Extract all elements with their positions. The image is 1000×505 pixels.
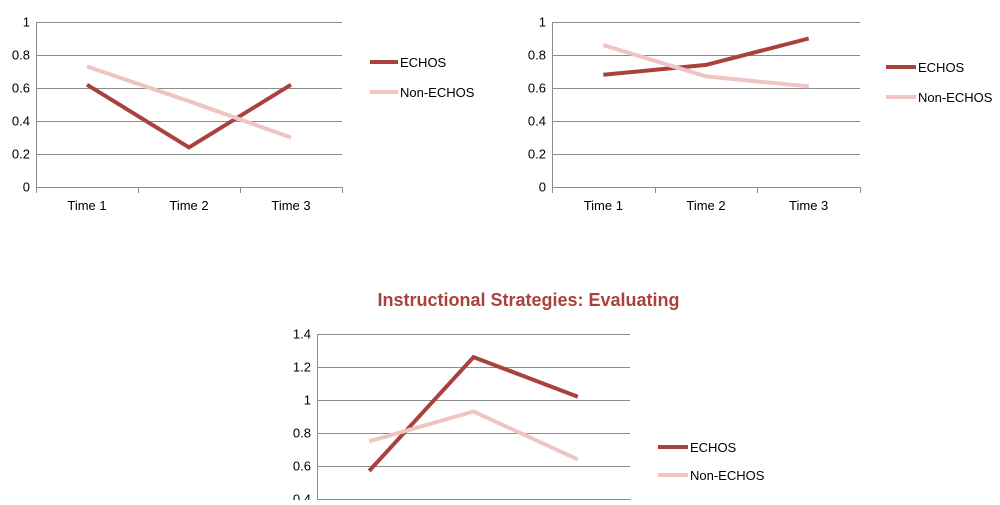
y-tick-label: 0.6 bbox=[528, 81, 546, 96]
y-tick-label: 0.8 bbox=[528, 48, 546, 63]
chart-title: Instructional Strategies: Evaluating bbox=[377, 290, 679, 310]
y-tick-label: 0.4 bbox=[12, 114, 30, 129]
series-line-echos bbox=[87, 85, 291, 148]
legend-label: Non-ECHOS bbox=[918, 90, 993, 105]
y-tick-label: 0 bbox=[539, 180, 546, 195]
series-line-echos bbox=[369, 357, 578, 471]
legend-label: ECHOS bbox=[690, 440, 737, 455]
y-tick-label: 1 bbox=[23, 15, 30, 30]
y-tick-label: 0.2 bbox=[12, 147, 30, 162]
y-tick-label: 0.4 bbox=[528, 114, 546, 129]
x-tick-label: Time 2 bbox=[686, 198, 725, 213]
series-line-echos bbox=[603, 39, 808, 75]
y-tick-label: 0.4 bbox=[293, 492, 311, 501]
y-tick-label: 1 bbox=[539, 15, 546, 30]
chart-2: 0 0.2 0.4 0.6 0.8 1 Time 1 Time 2 Time 3 ECHOS Non… bbox=[528, 15, 993, 214]
legend-label: Non-ECHOS bbox=[690, 468, 765, 483]
legend-label: Non-ECHOS bbox=[400, 85, 475, 100]
x-tick-label: Time 2 bbox=[169, 198, 208, 213]
y-tick-label: 1.4 bbox=[293, 327, 311, 342]
x-tick-label: Time 3 bbox=[271, 198, 310, 213]
x-tick-label: Time 1 bbox=[67, 198, 106, 213]
y-tick-label: 0.8 bbox=[12, 48, 30, 63]
y-tick-label: 0.6 bbox=[12, 81, 30, 96]
y-tick-label: 0.2 bbox=[528, 147, 546, 162]
x-tick-label: Time 1 bbox=[584, 198, 623, 213]
y-tick-label: 1 bbox=[304, 393, 311, 408]
y-tick-label: 0.6 bbox=[293, 459, 311, 474]
chart-1: 0 0.2 0.4 0.6 0.8 1 Time 1 Time 2 Time 3 ECHOS Non… bbox=[12, 15, 475, 214]
legend-label: ECHOS bbox=[400, 55, 447, 70]
y-tick-label: 1.2 bbox=[293, 360, 311, 375]
x-tick-label: Time 3 bbox=[789, 198, 828, 213]
chart-3: Instructional Strategies: Evaluating 0.4 0… bbox=[293, 290, 765, 500]
y-tick-label: 0.8 bbox=[293, 426, 311, 441]
y-tick-label: 0 bbox=[23, 180, 30, 195]
legend-label: ECHOS bbox=[918, 60, 965, 75]
